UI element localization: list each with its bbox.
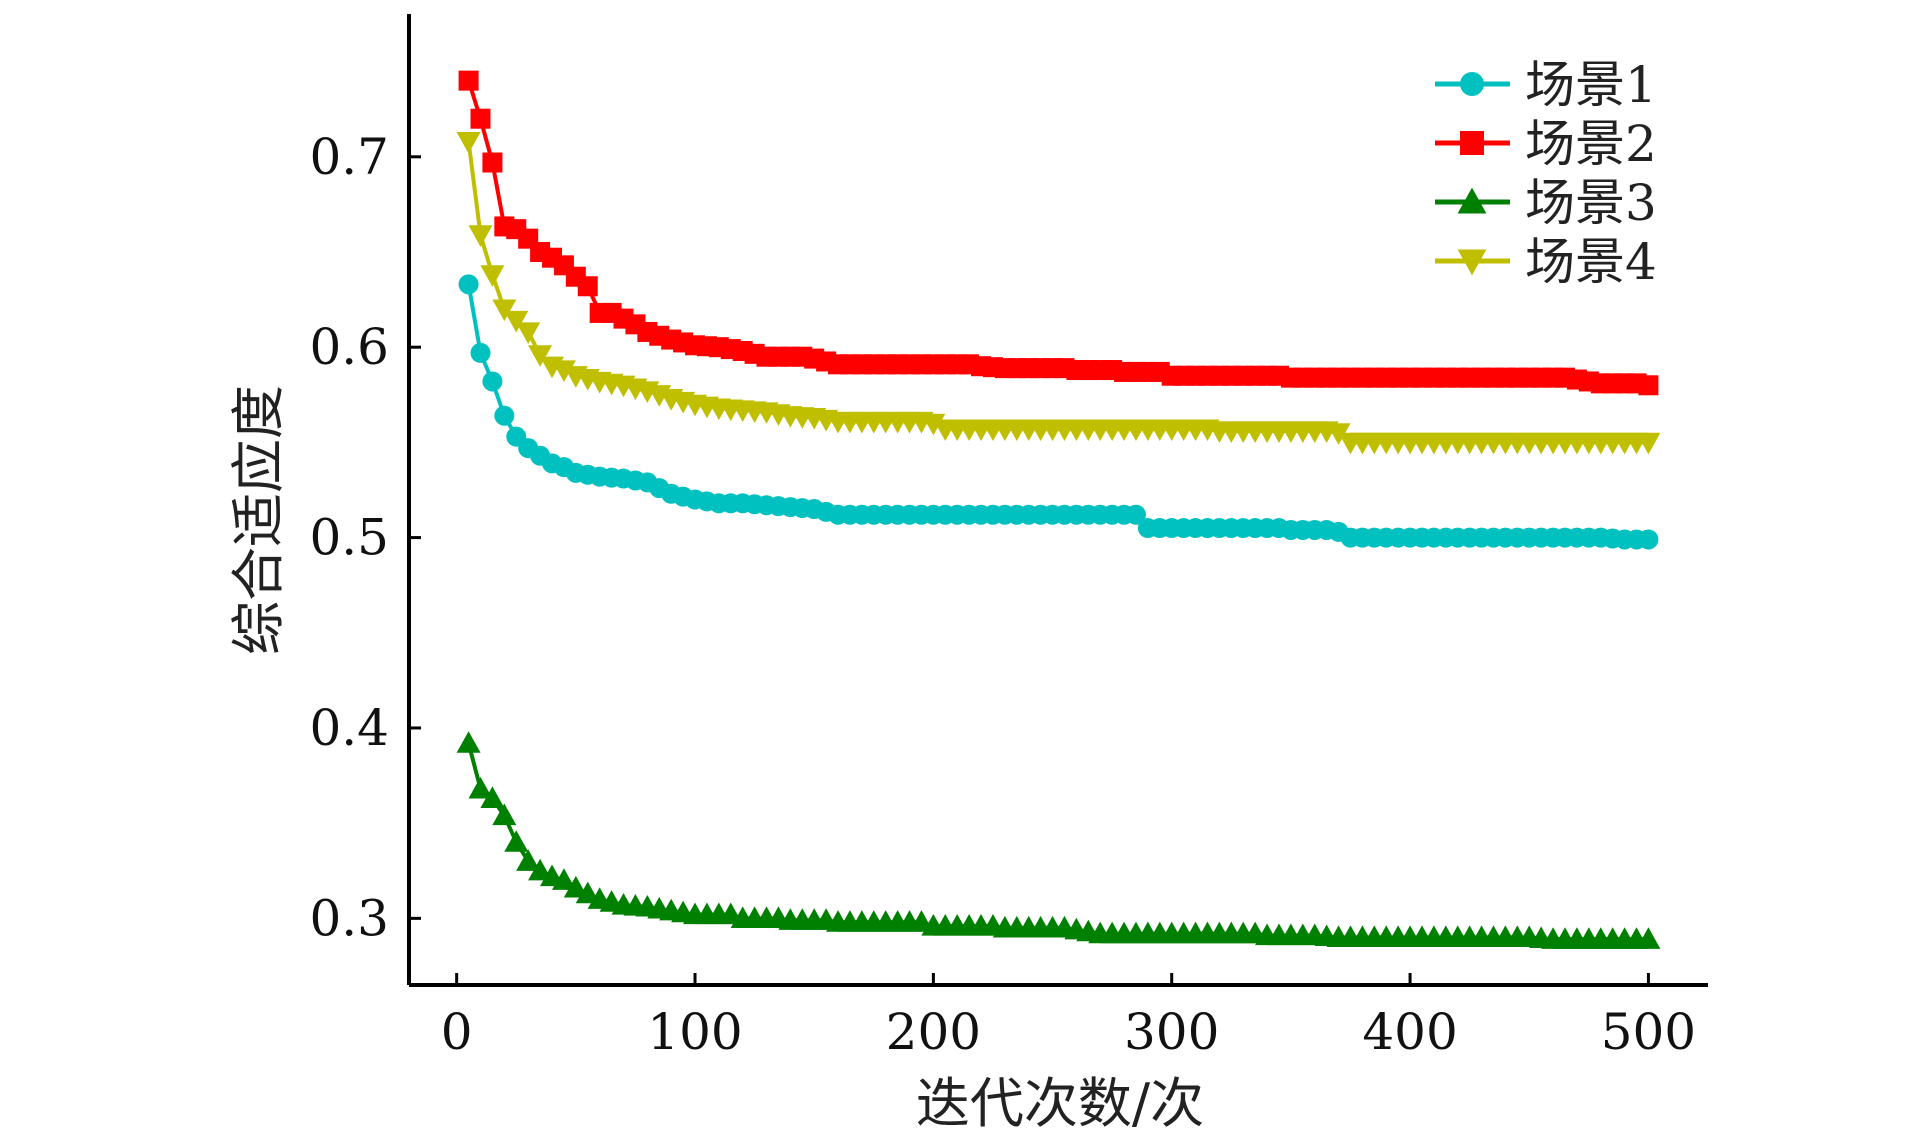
legend-label: 场景2 <box>1525 115 1657 173</box>
data-point <box>494 405 515 426</box>
data-point <box>492 299 517 322</box>
x-tick-label: 100 <box>647 1003 742 1061</box>
data-point <box>468 225 493 247</box>
data-point <box>528 858 553 881</box>
data-point <box>1326 423 1351 445</box>
data-point <box>480 786 505 809</box>
data-point <box>551 360 576 383</box>
y-axis-title: 综合适应度 <box>227 385 290 655</box>
data-point <box>458 274 479 295</box>
y-tick-label: 0.7 <box>309 128 389 186</box>
data-point <box>458 70 479 91</box>
data-point <box>504 830 529 852</box>
x-axis-title: 迭代次数/次 <box>916 1072 1204 1134</box>
data-point <box>1638 375 1659 396</box>
legend-entry-3: 场景3 <box>1435 174 1657 232</box>
legend-label: 场景1 <box>1525 56 1657 114</box>
data-point <box>1125 504 1146 525</box>
data-point <box>492 803 517 826</box>
x-tick-label: 0 <box>441 1003 473 1061</box>
data-point <box>456 131 481 154</box>
legend-label: 场景4 <box>1525 233 1657 291</box>
legend-marker <box>1460 131 1484 155</box>
x-tick-label: 400 <box>1362 1003 1457 1061</box>
data-point <box>470 108 491 129</box>
legend-entry-2: 场景2 <box>1435 115 1657 173</box>
series-3 <box>456 731 1661 949</box>
data-point <box>482 371 503 392</box>
data-point <box>921 413 946 436</box>
series-4 <box>456 131 1661 455</box>
data-point <box>1638 529 1659 550</box>
data-point <box>470 342 491 363</box>
data-point <box>456 731 481 753</box>
series-1 <box>458 274 1659 550</box>
legend-entry-4: 场景4 <box>1435 233 1657 291</box>
y-tick-label: 0.3 <box>309 889 389 947</box>
data-point <box>504 310 529 333</box>
data-point <box>480 265 505 287</box>
data-point <box>516 849 541 871</box>
x-tick-label: 200 <box>886 1003 981 1061</box>
x-tick-label: 300 <box>1124 1003 1219 1061</box>
data-point <box>551 868 576 890</box>
y-tick-label: 0.6 <box>309 318 389 376</box>
y-tick-label: 0.4 <box>309 699 389 757</box>
legend-marker <box>1460 72 1484 96</box>
data-point <box>516 322 541 344</box>
data-point <box>575 881 600 904</box>
y-tick-label: 0.5 <box>309 509 389 567</box>
data-point <box>468 776 493 799</box>
x-tick-label: 500 <box>1601 1003 1696 1061</box>
data-point <box>563 875 588 898</box>
series-2 <box>458 70 1659 396</box>
legend-marker <box>1457 249 1487 276</box>
data-point <box>577 276 598 297</box>
data-point <box>482 152 503 173</box>
ticks: 0 100 200 300 400 500 0.3 0.4 0.5 0.6 0.7 <box>309 128 1696 1061</box>
data-point <box>1636 432 1661 455</box>
data-point <box>1636 927 1661 949</box>
legend-label: 场景3 <box>1525 174 1657 232</box>
axes <box>407 14 1708 987</box>
legend-entry-1: 场景1 <box>1435 56 1657 114</box>
data-point <box>528 345 553 367</box>
plot-area <box>456 70 1661 949</box>
legend-marker <box>1457 187 1487 214</box>
